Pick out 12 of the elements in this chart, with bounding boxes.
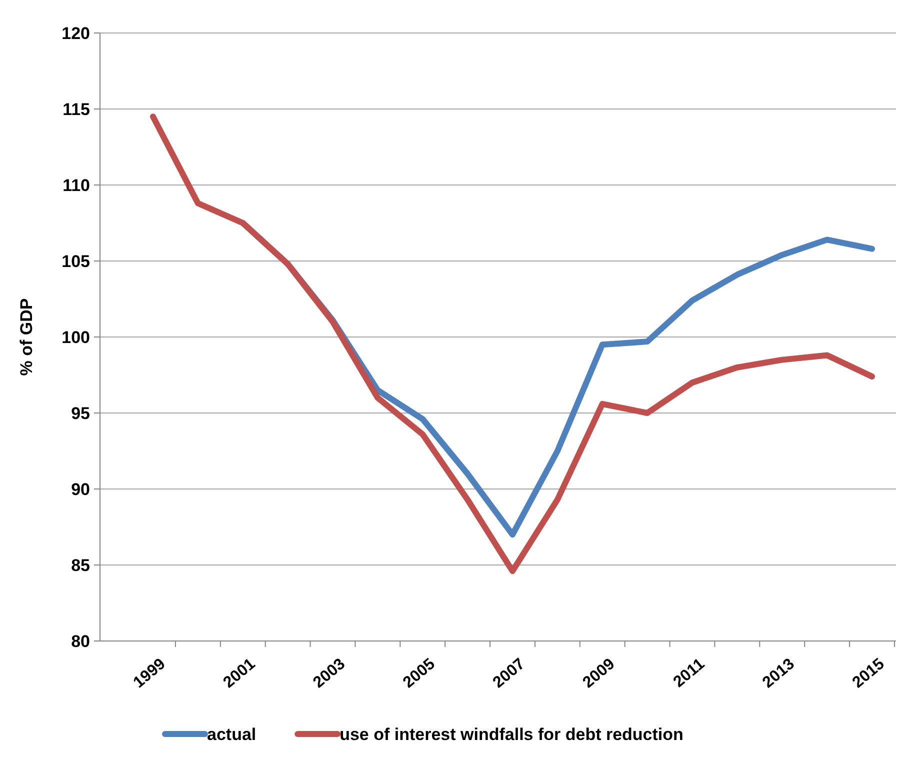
y-tick-label: 95 [71,404,90,423]
y-tick-label: 110 [62,176,90,195]
legend-label: use of interest windfalls for debt reduction [340,724,684,744]
y-tick-label: 120 [62,24,90,43]
legend-label: actual [207,724,256,744]
y-axis-title: % of GDP [17,298,36,376]
y-tick-label: 85 [71,556,90,575]
y-tick-label: 105 [62,252,90,271]
y-tick-label: 80 [71,632,90,651]
y-tick-label: 100 [62,328,90,347]
y-tick-label: 90 [71,480,90,499]
y-tick-label: 115 [62,100,90,119]
